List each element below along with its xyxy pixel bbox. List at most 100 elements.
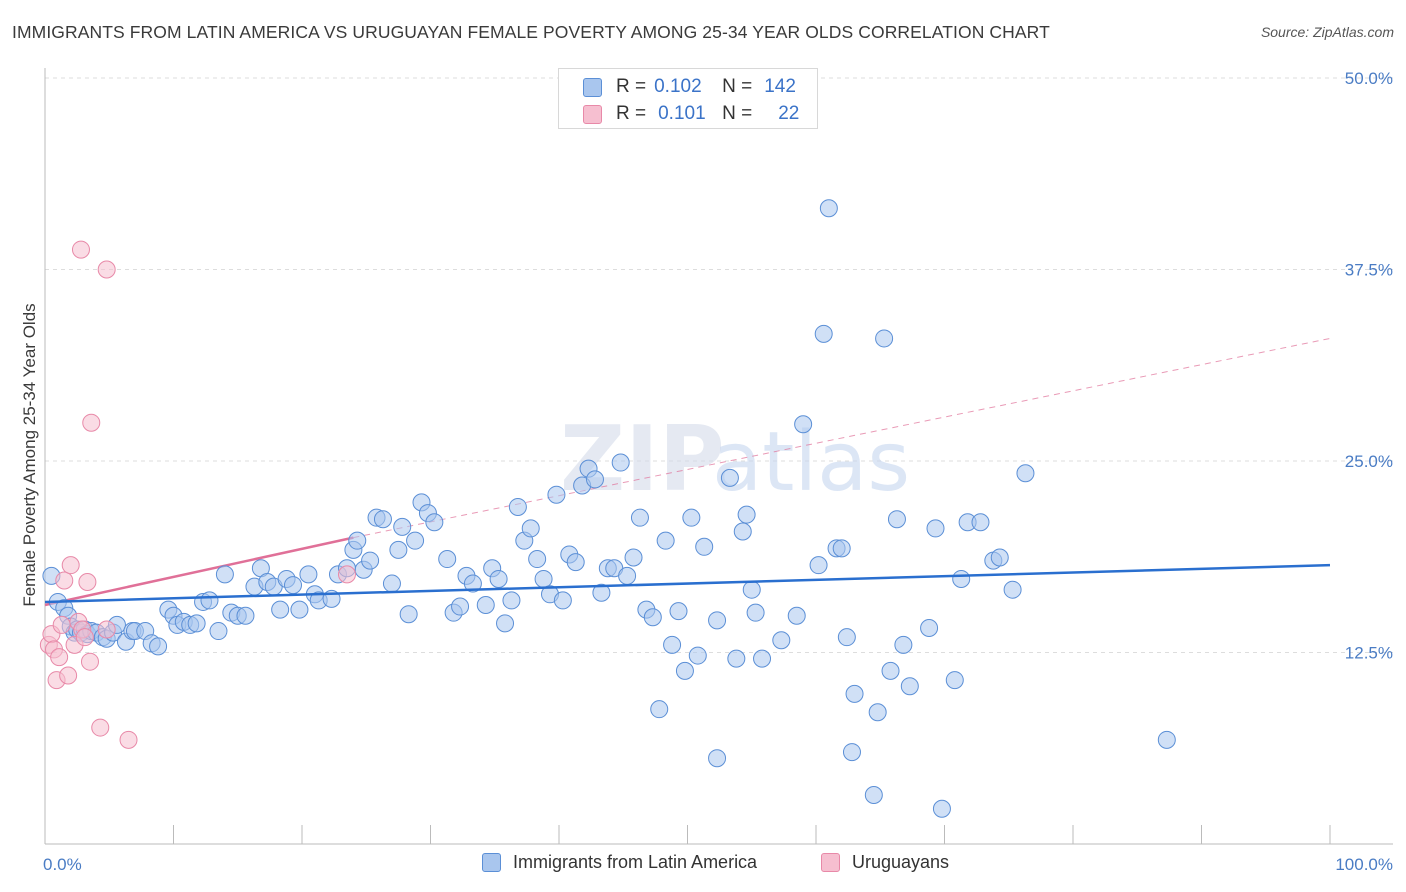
source-credit: Source: ZipAtlas.com [1260, 24, 1394, 40]
y-tick-label: 12.5% [1345, 644, 1393, 663]
y-tick-label: 37.5% [1345, 261, 1393, 280]
y-tick-label: 50.0% [1345, 69, 1393, 88]
immigrants-trend [44, 563, 1331, 604]
x-tick-label-min: 0.0% [43, 855, 82, 874]
axes [44, 68, 1393, 845]
uruguayans-point [59, 666, 78, 685]
grid-lines [45, 77, 1393, 653]
immigrants-point [990, 548, 1009, 567]
bottom-swatch-pink [821, 853, 840, 872]
legend-r-value: 0.102 [654, 76, 702, 97]
immigrants-point [393, 517, 412, 536]
immigrants-point [382, 574, 401, 593]
uruguayans-point [75, 628, 94, 647]
immigrants-point [753, 649, 772, 668]
immigrants-point [675, 661, 694, 680]
immigrants-point [476, 596, 495, 615]
uruguayans-point [52, 615, 71, 634]
uruguayans-point [61, 556, 80, 575]
uruguayans-point [82, 413, 101, 432]
immigrants-point [618, 566, 637, 585]
legend-r-label: R = [616, 76, 647, 97]
legend-r-label: R = [616, 103, 647, 124]
watermark-zip: ZIP [560, 407, 725, 512]
immigrants-point [438, 550, 457, 569]
immigrants-point [553, 591, 572, 610]
immigrants-point [669, 602, 688, 621]
immigrants-point [926, 519, 945, 538]
immigrants-point [496, 614, 515, 633]
immigrants-point [643, 608, 662, 627]
immigrants-point [451, 597, 470, 616]
immigrants-point [688, 646, 707, 665]
immigrants-point [887, 510, 906, 529]
immigrants-point [737, 505, 756, 524]
watermark-atlas: atlas [712, 415, 910, 510]
y-axis-label: Female Poverty Among 25-34 Year Olds [20, 303, 39, 606]
immigrants-point [787, 606, 806, 625]
bottom-legend-label: Immigrants from Latin America [513, 852, 758, 872]
immigrants-point [489, 569, 508, 588]
immigrants-point [200, 591, 219, 610]
legend-n-value: 22 [778, 103, 800, 124]
immigrants-point [534, 569, 553, 588]
immigrants-point [528, 550, 547, 569]
immigrants-point [630, 508, 649, 527]
y-tick-label: 25.0% [1345, 452, 1393, 471]
immigrants-point [971, 513, 990, 532]
immigrants-point [819, 199, 838, 218]
immigrants-point [215, 565, 234, 584]
immigrants-point [592, 583, 611, 602]
immigrants-point [708, 611, 727, 630]
immigrants-point [864, 785, 883, 804]
immigrants-point [794, 415, 813, 434]
uruguayans-point [78, 573, 97, 592]
immigrants-points [42, 199, 1176, 818]
bottom-legend-uruguayans: Uruguayans [821, 852, 949, 873]
immigrants-point [149, 637, 168, 656]
immigrants-point [611, 453, 630, 472]
immigrants-point [900, 677, 919, 696]
immigrants-point [399, 605, 418, 624]
legend-swatch-blue [583, 77, 602, 97]
uruguayans-point [97, 620, 116, 639]
immigrants-point [932, 799, 951, 818]
immigrants-point [682, 508, 701, 527]
immigrants-point [945, 671, 964, 690]
immigrants-point [720, 468, 739, 487]
uruguayans-trend-line [44, 536, 354, 607]
uruguayans-point [50, 648, 69, 667]
immigrants-point [463, 574, 482, 593]
immigrants-point [547, 485, 566, 504]
immigrants-point [875, 329, 894, 348]
immigrants-point [842, 743, 861, 762]
uruguayans-point [91, 718, 110, 737]
uruguayans-point [55, 571, 74, 590]
immigrants-point [727, 649, 746, 668]
legend: R = 0.102 N = 142 R = 0.101 N = 22 [558, 68, 818, 129]
uruguayans-point [97, 260, 116, 279]
immigrants-point [284, 576, 303, 595]
immigrants-point [920, 618, 939, 637]
tick-labels: 12.5% 25.0% 37.5% 50.0% 0.0% 100.0% [43, 69, 1393, 874]
immigrants-point [733, 522, 752, 541]
immigrants-point [290, 600, 309, 619]
immigrants-point [1003, 580, 1022, 599]
immigrants-point [299, 565, 318, 584]
immigrants-point [742, 580, 761, 599]
uruguayans-points [39, 240, 356, 749]
legend-row-blue: R = 0.102 N = 142 [583, 75, 796, 99]
immigrants-point [373, 510, 392, 529]
legend-swatch-pink [583, 104, 602, 124]
legend-n-label: N = [722, 76, 753, 97]
bottom-legend: Immigrants from Latin America Uruguayans [0, 852, 1406, 878]
uruguayans-point [80, 652, 99, 671]
immigrants-point [832, 539, 851, 558]
immigrants-point [695, 537, 714, 556]
immigrants-point [845, 684, 864, 703]
immigrants-point [1016, 464, 1035, 483]
immigrants-point [271, 600, 290, 619]
immigrants-point [566, 553, 585, 572]
immigrants-point [650, 700, 669, 719]
